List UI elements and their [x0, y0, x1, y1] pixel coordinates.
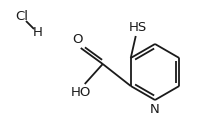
Text: Cl: Cl: [15, 11, 28, 24]
Text: H: H: [33, 27, 43, 39]
Text: HO: HO: [71, 86, 91, 99]
Text: N: N: [150, 103, 160, 116]
Text: O: O: [72, 33, 83, 46]
Text: HS: HS: [129, 21, 147, 34]
